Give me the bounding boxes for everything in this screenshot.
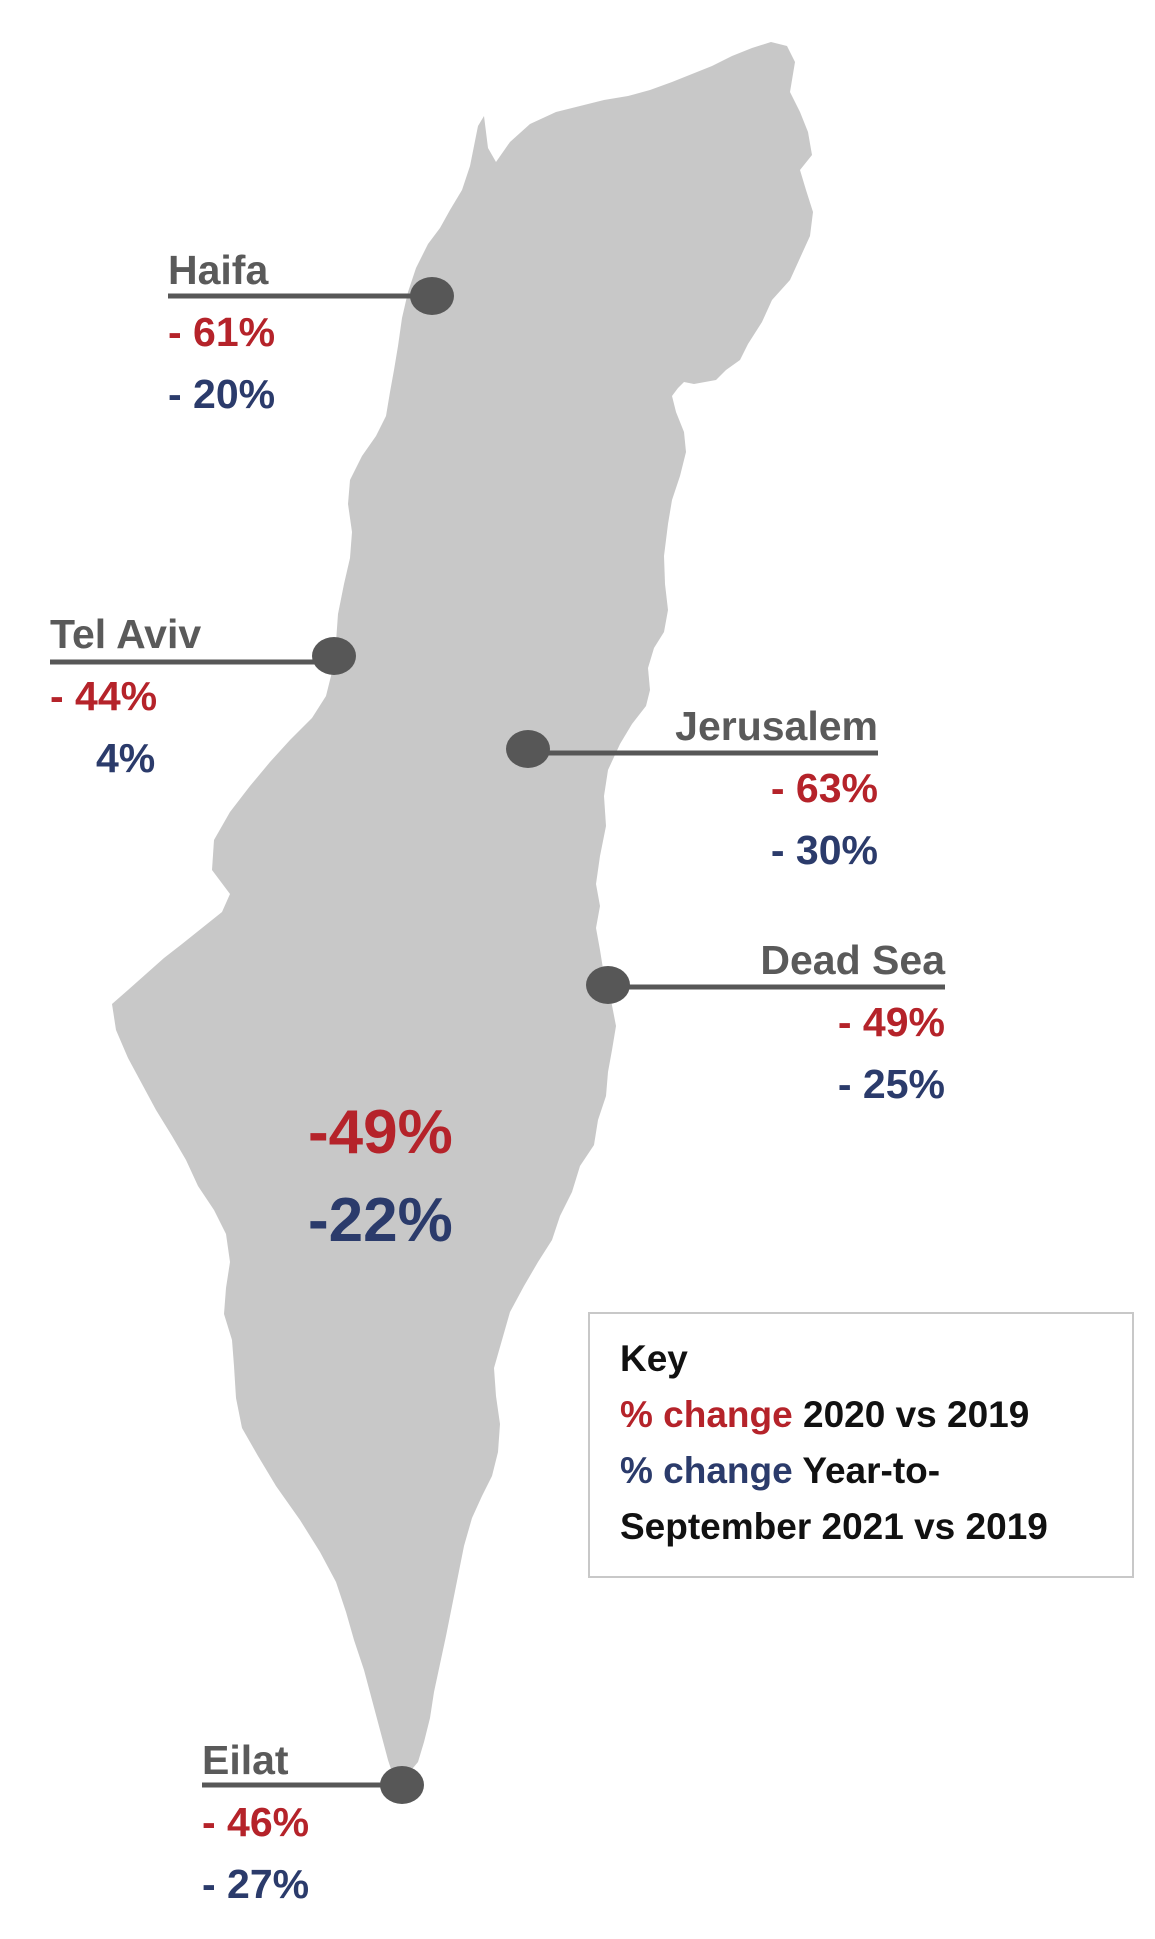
jerusalem-marker — [506, 730, 550, 768]
eilat-change-2021: - 27% — [202, 1861, 310, 1907]
jerusalem-change-2020: - 63% — [770, 765, 878, 811]
dead-sea-change-2020: - 49% — [837, 999, 945, 1045]
key-legend: Key % change 2020 vs 2019 % change Year-… — [588, 1312, 1134, 1578]
tel-aviv-label: Tel Aviv — [50, 611, 202, 657]
haifa-change-2020: - 61% — [168, 309, 276, 355]
national-change-2020: -49% — [308, 1098, 453, 1167]
key-line-2020-rest: 2020 vs 2019 — [803, 1394, 1030, 1435]
tel-aviv-marker — [312, 637, 356, 675]
dead-sea-label: Dead Sea — [760, 937, 945, 983]
key-line-2021-continued: September 2021 vs 2019 — [620, 1506, 1048, 1547]
haifa-label: Haifa — [168, 247, 269, 293]
tel-aviv-change-2020: - 44% — [50, 673, 158, 719]
haifa-change-2021: - 20% — [168, 371, 276, 417]
eilat-change-2020: - 46% — [202, 1799, 310, 1845]
key-line-2021-colored: % change — [620, 1450, 793, 1491]
haifa-marker — [410, 277, 454, 315]
eilat-label: Eilat — [202, 1737, 289, 1783]
jerusalem-label: Jerusalem — [675, 703, 878, 749]
key-title: Key — [620, 1338, 688, 1379]
key-line-2021-rest: Year-to- — [802, 1450, 941, 1491]
eilat-marker — [380, 1766, 424, 1804]
connectors — [50, 277, 945, 1804]
key-line-2021: % change Year-to- — [620, 1452, 940, 1489]
key-line-2020: % change 2020 vs 2019 — [620, 1396, 1029, 1433]
tel-aviv-change-2021: 4% — [96, 735, 156, 781]
jerusalem-change-2021: - 30% — [770, 827, 878, 873]
dead-sea-marker — [586, 966, 630, 1004]
dead-sea-change-2021: - 25% — [837, 1061, 945, 1107]
israel-land-shape — [112, 42, 813, 1778]
national-change-2021: -22% — [308, 1186, 453, 1255]
key-line-2020-colored: % change — [620, 1394, 793, 1435]
